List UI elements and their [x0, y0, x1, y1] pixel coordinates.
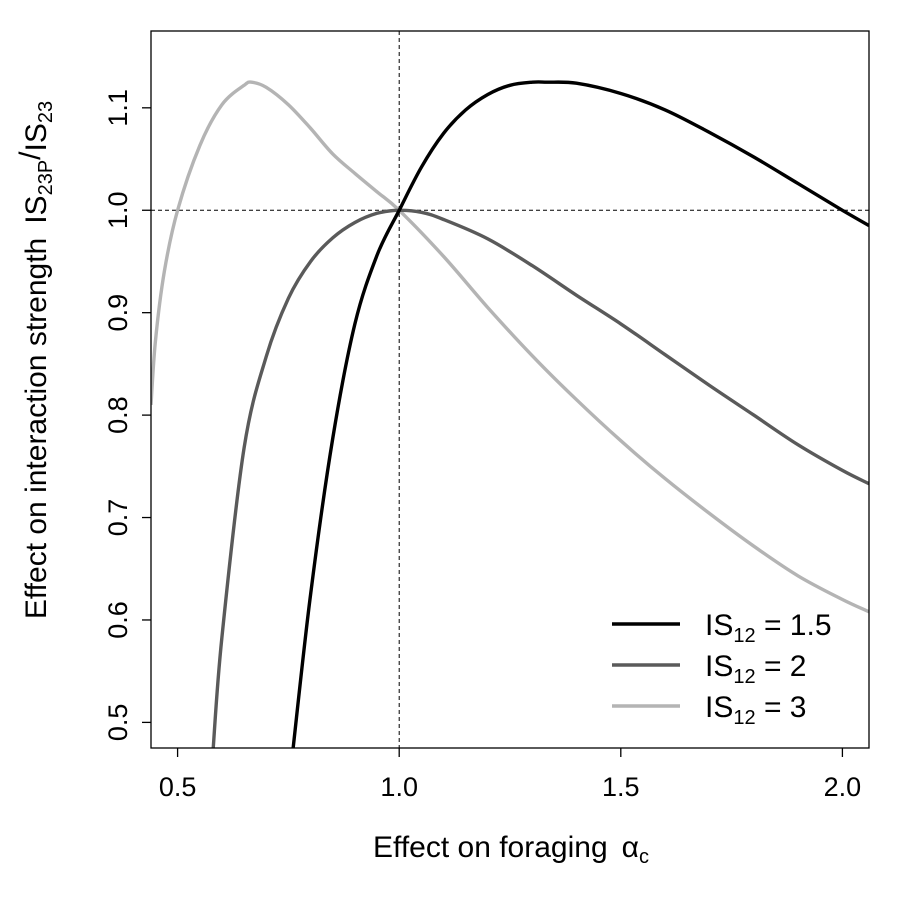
legend-label: IS12 = 1.5	[705, 609, 832, 647]
x-tick-label: 0.5	[159, 772, 197, 802]
legend-label: IS12 = 2	[705, 650, 806, 688]
y-tick-label: 0.5	[103, 704, 133, 742]
legend-label: IS12 = 3	[705, 691, 806, 729]
x-axis-title: Effect on foraging αc	[373, 831, 649, 868]
y-axis-title: Effect on interaction strengthIS23P/IS23	[14, 101, 57, 619]
x-tick-label: 1.0	[380, 772, 418, 802]
x-tick-label: 1.5	[602, 772, 640, 802]
y-tick-label: 0.6	[103, 601, 133, 639]
y-tick-label: 0.8	[103, 396, 133, 434]
series-line-2	[211, 208, 869, 748]
series-line-1	[291, 80, 869, 748]
y-axis: 0.5 0.6 0.7 0.8 0.9 1.0 1.1	[103, 89, 151, 741]
y-tick-label: 0.9	[103, 294, 133, 332]
plot-frame	[150, 30, 870, 749]
legend-item: IS12 = 3	[612, 691, 806, 729]
y-tick-label: 1.1	[103, 89, 133, 127]
x-axis: 0.5 1.0 1.5 2.0	[159, 748, 861, 802]
x-tick-label: 2.0	[824, 772, 862, 802]
reference-lines	[151, 31, 869, 748]
y-tick-label: 1.0	[103, 191, 133, 229]
legend-item: IS12 = 2	[612, 650, 806, 688]
y-tick-label: 0.7	[103, 499, 133, 537]
series-line-3	[151, 80, 869, 614]
series-lines	[151, 80, 869, 748]
legend-item: IS12 = 1.5	[612, 609, 832, 647]
